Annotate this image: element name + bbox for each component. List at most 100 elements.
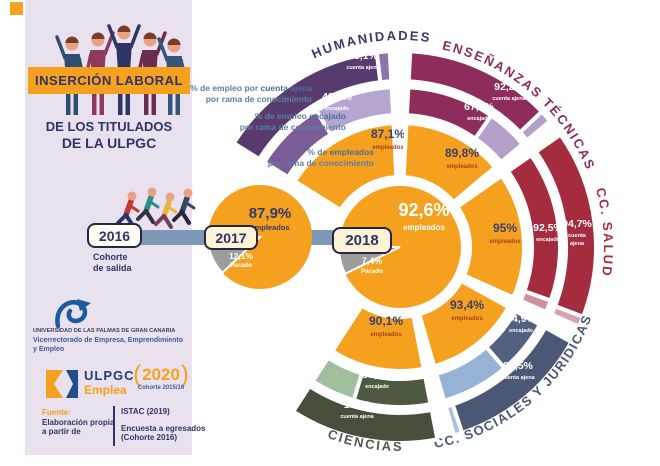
svg-text:95%: 95% xyxy=(493,221,517,235)
svg-text:empleados: empleados xyxy=(372,145,404,151)
sector-humanidades xyxy=(231,49,399,213)
ense-anzas-t-cnicas-cuenta-ajena-rest xyxy=(517,108,553,144)
sector-cc-salud-labels: 95% empleados 92,5% encajado 94,7% cuenta ajen… xyxy=(489,218,592,247)
svg-text:48,1%: 48,1% xyxy=(322,91,352,103)
svg-text:encajado: encajado xyxy=(467,116,491,122)
ciencias-cuenta-ajena-wedge xyxy=(290,383,440,445)
ciencias-encajado-rest xyxy=(310,354,365,403)
svg-text:63,2%: 63,2% xyxy=(362,369,392,381)
page-title: INSERCIÓN LABORAL xyxy=(28,67,190,94)
svg-text:89,8%: 89,8% xyxy=(445,146,479,160)
svg-text:92,6%: 92,6% xyxy=(398,200,449,220)
svg-text:empleados: empleados xyxy=(370,332,402,338)
accent-square xyxy=(10,2,23,15)
svg-text:encajado: encajado xyxy=(325,106,349,112)
svg-text:empleados: empleados xyxy=(489,239,521,245)
cc-sociales-y-jur-dicas-cuenta-ajena-rest xyxy=(443,401,465,438)
source-line2: a partir de xyxy=(42,427,81,436)
sector-cc-sociales-y-jur-dicas-labels: 93,4% empleados 44,9% encajado 94,5% cuenta a… xyxy=(450,298,537,381)
emplea-cohort: Cohorte 2015/16 xyxy=(137,385,185,391)
cc-sociales-y-jur-dicas-empleados-wedge xyxy=(416,278,512,369)
legend-2-text: % de empleo xyxy=(254,111,310,121)
source-ref3: (Cohorte 2016) xyxy=(121,433,178,442)
sector-ense-anzas-t-cnicas xyxy=(401,49,553,205)
svg-text:Parado: Parado xyxy=(230,262,252,269)
humanidades-cuenta-ajena-rest xyxy=(374,49,394,85)
svg-text:empleados: empleados xyxy=(250,223,289,232)
cc-salud-empleados-wedge xyxy=(454,173,526,301)
year-2016-pill: 2016 xyxy=(87,223,142,248)
svg-text:87,1%: 87,1% xyxy=(371,127,405,141)
svg-text:94,5%: 94,5% xyxy=(503,360,533,372)
svg-text:empleados: empleados xyxy=(403,223,445,232)
sector-ense-anzas-t-cnicas-labels: 89,8% empleados 67,6% encajado 92,2% cuenta a… xyxy=(445,81,527,170)
emplea-brand: ULPGC Emplea xyxy=(84,369,135,398)
cc-salud-cuenta-ajena-rest xyxy=(549,303,586,330)
runners-illustration xyxy=(116,187,196,229)
svg-text:empleados: empleados xyxy=(446,164,478,170)
department-line2: y Empleo xyxy=(33,345,65,353)
year-2017-pill: 2017 xyxy=(204,225,258,250)
source-references: ISTAC (2019) Encuesta a egresados (Cohor… xyxy=(121,407,205,443)
svg-text:encajado: encajado xyxy=(509,328,533,334)
source-ref2: Encuesta a egresados xyxy=(121,423,206,433)
legend-3-bold: empleados xyxy=(329,147,374,157)
cc-sociales-y-jur-dicas-encajado-rest xyxy=(433,344,508,404)
humanidades-encajado-rest xyxy=(313,85,396,138)
svg-text:7,4%: 7,4% xyxy=(362,256,383,266)
legend-3-text: % de xyxy=(307,147,330,157)
sector-cc-sociales-y-jur-dicas xyxy=(416,278,575,438)
ciencias-empleados-wedge xyxy=(329,302,427,373)
department-line1: Vicerrectorado de Empresa, Emprendimient… xyxy=(33,337,184,344)
svg-text:12,1%: 12,1% xyxy=(229,251,254,261)
year-2018-pill: 2018 xyxy=(332,227,392,254)
legend-cuenta-ajena: % de empleo por cuenta ajena por rama de… xyxy=(162,83,312,104)
legend-1-bold: cuenta ajena xyxy=(260,83,313,93)
source-label: Fuente: xyxy=(42,408,71,417)
cohort-caption-line2: de salida xyxy=(93,263,132,273)
paren-close: ) xyxy=(180,361,189,388)
svg-text:67,6%: 67,6% xyxy=(464,101,494,113)
svg-text:empleados: empleados xyxy=(451,316,483,322)
emplea-year: 2020 xyxy=(142,365,180,384)
emplea-logo-icon xyxy=(46,370,78,398)
svg-text:92,5%: 92,5% xyxy=(533,222,563,234)
source-block: Fuente: Elaboración propia a partir de xyxy=(42,408,114,437)
svg-text:87,9%: 87,9% xyxy=(249,205,292,222)
paren-open: ( xyxy=(133,361,142,388)
svg-text:cuenta ajena: cuenta ajena xyxy=(346,65,380,71)
emplea-brand-bottom: Emplea xyxy=(84,383,127,397)
svg-text:ajena: ajena xyxy=(570,241,585,247)
sector-humanidades-labels: 87,1% empleados 48,1% encajado 93,1% cuenta a… xyxy=(322,50,405,151)
cohort-caption-line1: Cohorte xyxy=(93,252,128,262)
legend-2-line2: por rama de conocimiento xyxy=(239,121,346,132)
ense-anzas-t-cnicas-encajado-rest xyxy=(472,112,526,165)
sector-ciencias xyxy=(290,302,440,445)
svg-text:encajado: encajado xyxy=(365,384,389,390)
svg-text:100%: 100% xyxy=(344,399,372,411)
legend-2-bold: encajado xyxy=(309,111,346,121)
ense-anzas-t-cnicas-empleados-wedge xyxy=(401,121,498,205)
svg-text:92,2%: 92,2% xyxy=(494,81,524,93)
cc-salud-encajado-rest xyxy=(517,288,554,315)
svg-text:cuenta ajena: cuenta ajena xyxy=(340,414,374,420)
legend-3-line2: por rama de conocimiento xyxy=(267,157,374,168)
university-department: Vicerrectorado de Empresa, Emprendimient… xyxy=(33,337,191,354)
legend-encajado: % de empleo encajado por rama de conocim… xyxy=(196,111,346,132)
legend-empleados: % de empleados por rama de conocimiento xyxy=(222,147,374,168)
svg-text:cuenta ajena: cuenta ajena xyxy=(501,375,535,381)
legend-1-text: % de empleo por xyxy=(190,83,261,93)
svg-text:90,1%: 90,1% xyxy=(369,314,403,328)
svg-text:cuenta: cuenta xyxy=(568,233,587,239)
svg-text:44,9%: 44,9% xyxy=(506,313,536,325)
cohort-caption: Cohorte de salida xyxy=(93,252,132,274)
source-ref1: ISTAC (2019) xyxy=(121,407,170,416)
page-subtitle: DE LOS TITULADOS DE LA ULPGC xyxy=(28,119,190,151)
legend-1-line2: por rama de conocimiento xyxy=(205,93,312,104)
sector-ciencias-labels: 90,1% empleados 63,2% encajado 100% cuenta aj… xyxy=(340,314,403,420)
source-divider xyxy=(113,406,115,446)
subtitle-line1: DE LOS TITULADOS xyxy=(45,119,173,134)
university-name: UNIVERSIDAD DE LAS PALMAS DE GRAN CANARI… xyxy=(33,328,176,334)
